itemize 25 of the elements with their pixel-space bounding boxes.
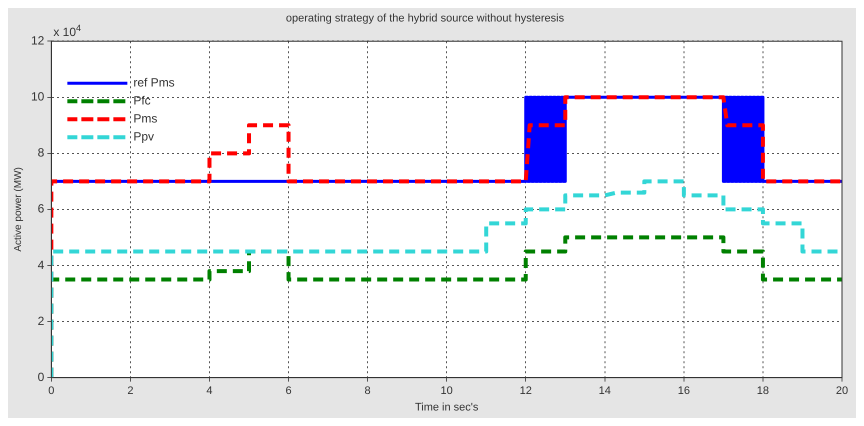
x-tick-label: 18 [756, 385, 770, 398]
x-tick-label: 2 [127, 385, 134, 398]
y-tick-label: 0 [38, 370, 45, 384]
x-tick-label: 16 [678, 385, 690, 398]
x-tick-label: 8 [364, 385, 371, 398]
x-tick-label: 0 [48, 385, 54, 398]
y-tick-label: 10 [30, 90, 45, 104]
x-tick-label: 6 [285, 385, 292, 398]
x-tick-label: 10 [440, 385, 453, 398]
chart-title: operating strategy of the hybrid source without hysteresis [286, 12, 565, 25]
legend-label: Pfc [133, 94, 151, 108]
legend-label: ref Pms [133, 76, 175, 90]
x-axis-title: Time in sec's [414, 401, 479, 414]
x-tick-label: 4 [206, 385, 213, 398]
y-axis-title: Active power (MW) [12, 167, 24, 252]
y-tick-label: 12 [30, 34, 45, 48]
x-tick-label: 20 [836, 385, 848, 398]
y-tick-label: 6 [38, 202, 45, 216]
legend-label: Pms [133, 112, 158, 126]
legend-label: Ppv [133, 130, 154, 144]
x-tick-label: 12 [520, 385, 532, 398]
y-tick-label: 8 [38, 146, 45, 160]
x-tick-label: 14 [598, 385, 611, 398]
y-tick-label: 2 [38, 314, 45, 328]
y-tick-label: 4 [38, 258, 45, 272]
